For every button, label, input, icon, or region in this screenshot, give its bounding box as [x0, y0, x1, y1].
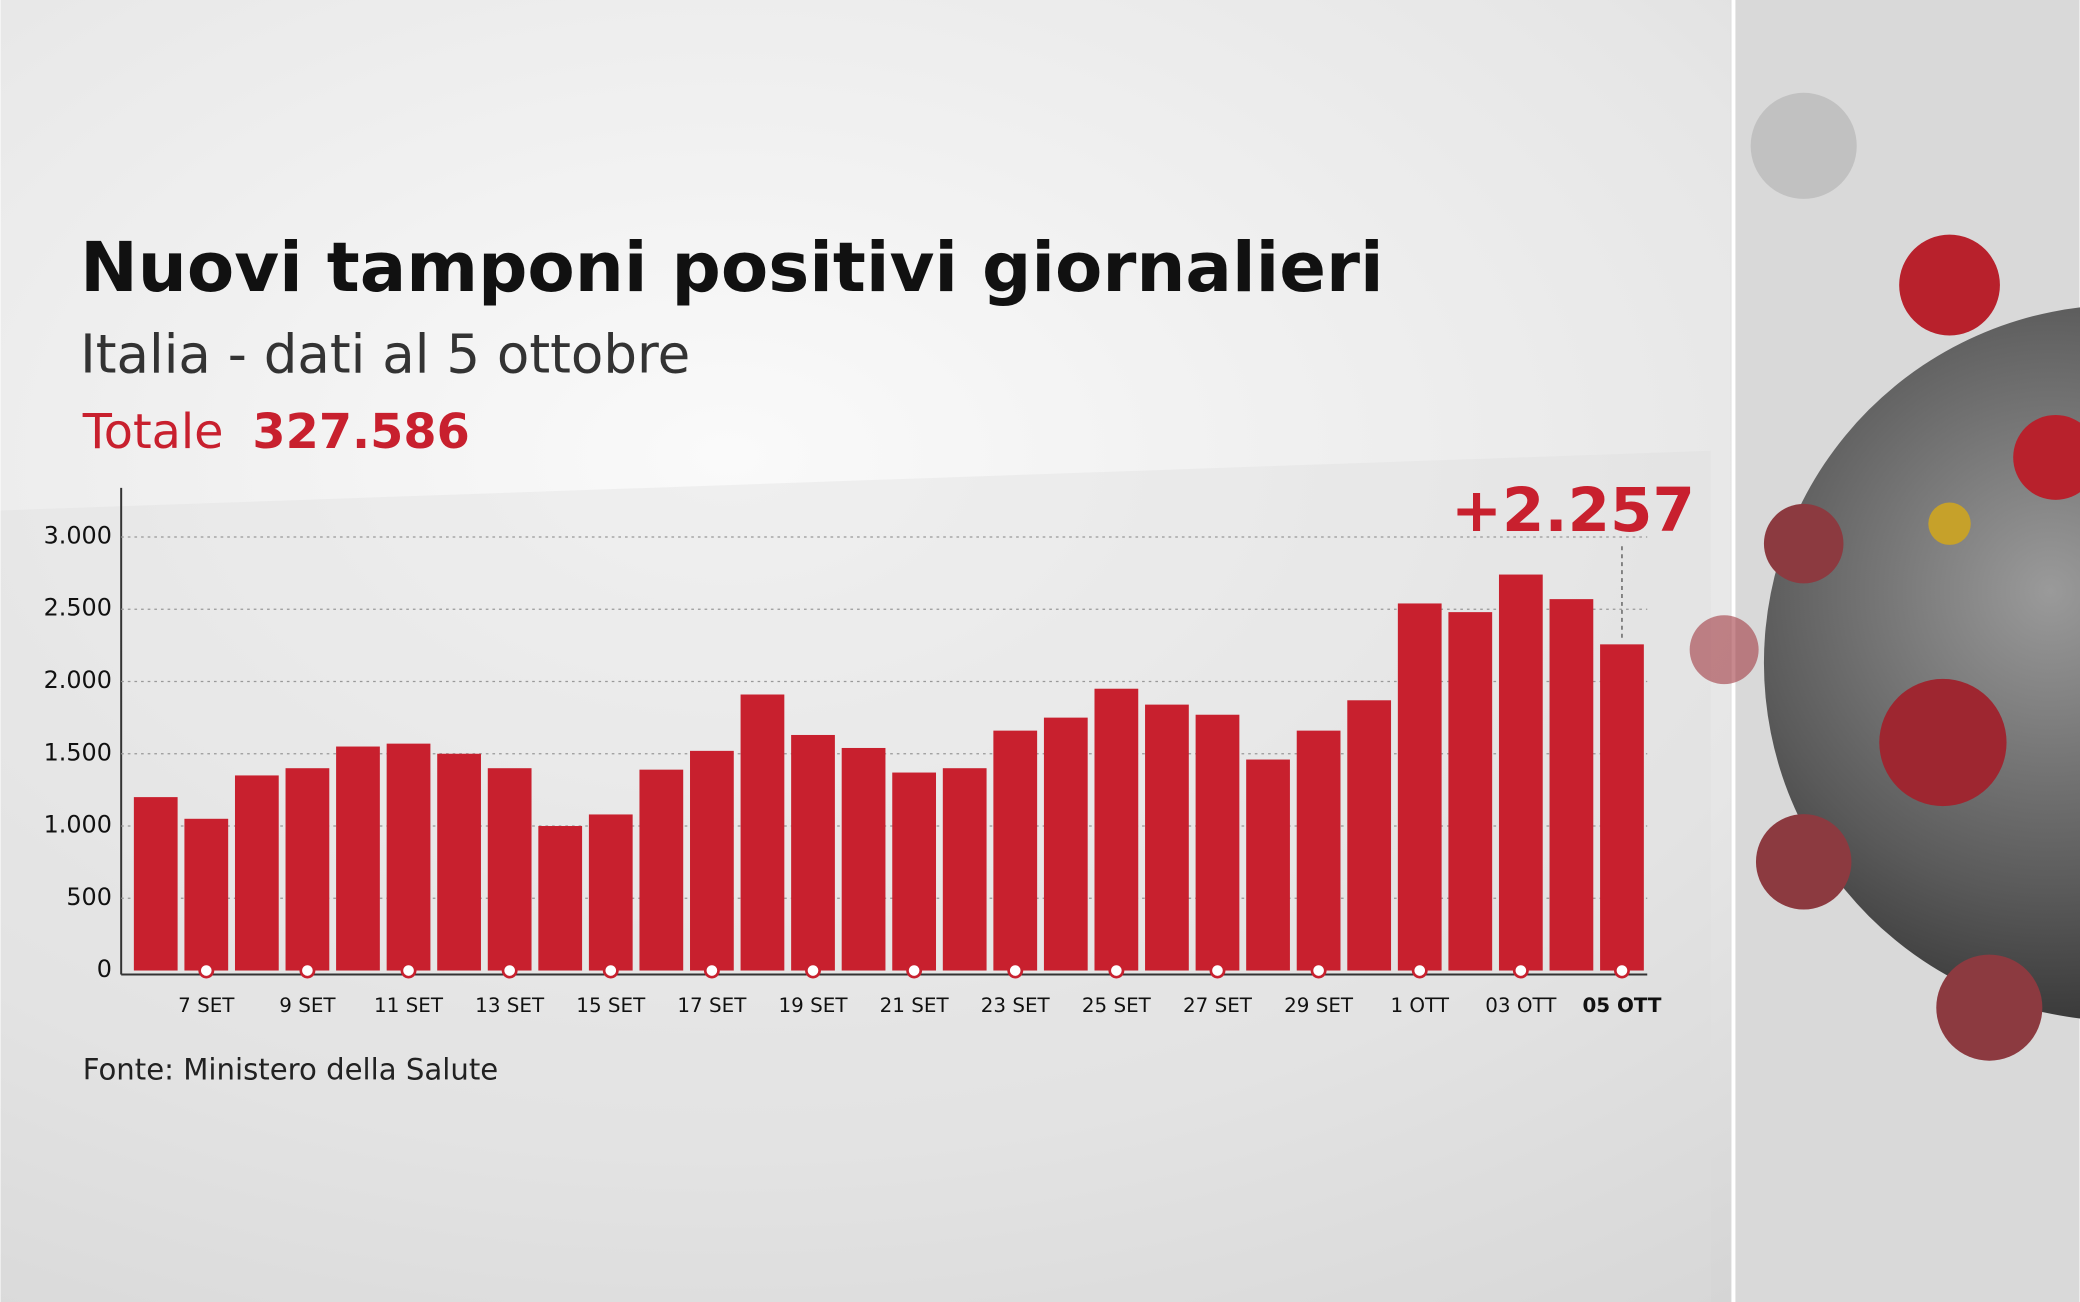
y-tick-label: 0	[97, 955, 112, 983]
x-tick-label: 21 SET	[880, 994, 950, 1017]
bar	[1600, 644, 1644, 971]
bar	[588, 814, 633, 971]
x-tick-label: 17 SET	[677, 994, 747, 1017]
bar	[942, 768, 987, 971]
bar	[1195, 714, 1240, 971]
spike	[1750, 92, 1857, 199]
value-label: +2.257	[1451, 475, 1695, 546]
tick-dot	[602, 962, 619, 979]
bar	[740, 694, 785, 971]
x-tick-label: 13 SET	[475, 994, 545, 1017]
spike	[1899, 234, 2000, 336]
chart-title: Nuovi tamponi positivi giornalieri	[80, 228, 1384, 308]
x-tick-label: 25 SET	[1082, 994, 1152, 1017]
x-tick-label: 15 SET	[576, 994, 646, 1017]
bar	[1397, 603, 1442, 971]
bar	[285, 768, 330, 971]
bar	[1448, 612, 1493, 971]
y-tick-label: 500	[66, 883, 112, 911]
bar	[487, 768, 532, 971]
x-tick-label: 19 SET	[779, 994, 849, 1017]
bar	[386, 743, 431, 971]
tick-dot	[1512, 962, 1529, 979]
x-tick-label: 7 SET	[178, 994, 235, 1017]
source: Fonte: Ministero della Salute	[83, 1052, 498, 1086]
spike	[1928, 502, 1971, 545]
x-tick-label: 03 OTT	[1485, 994, 1557, 1017]
bar	[1145, 704, 1189, 971]
tick-dot	[1411, 962, 1428, 979]
bar	[791, 734, 835, 971]
spike	[2013, 415, 2080, 500]
x-tick-label: 1 OTT	[1390, 994, 1449, 1017]
y-tick-label: 2.500	[44, 594, 112, 622]
bar	[1094, 688, 1139, 971]
tick-dot	[1614, 962, 1630, 979]
spike	[1879, 678, 2007, 807]
bar	[1246, 759, 1290, 971]
y-tick-label: 1.000	[44, 811, 112, 839]
tick-dot	[299, 962, 316, 979]
total-value: 327.586	[252, 405, 469, 460]
tick-dot	[805, 962, 821, 979]
x-tick-label: 29 SET	[1284, 994, 1354, 1017]
bar	[538, 826, 583, 971]
tick-dot	[703, 962, 720, 979]
x-tick-label: 9 SET	[279, 994, 336, 1017]
bar	[1296, 730, 1341, 971]
bar	[841, 747, 886, 971]
bar	[993, 730, 1038, 971]
bar	[1549, 599, 1594, 971]
bar	[234, 775, 279, 971]
x-tick-label: 05 OTT	[1582, 994, 1661, 1017]
bar	[1043, 717, 1088, 971]
bar	[184, 818, 229, 971]
x-tick-label: 27 SET	[1183, 994, 1253, 1017]
total-label: Totale	[82, 405, 224, 460]
tick-dot	[198, 962, 215, 979]
tick-dot	[1310, 962, 1327, 979]
bar	[437, 753, 481, 971]
bar	[1347, 700, 1392, 971]
tick-dot	[400, 962, 417, 979]
spike	[1755, 814, 1852, 910]
x-tick-label: 23 SET	[981, 994, 1051, 1017]
bar	[892, 772, 937, 971]
bar	[639, 769, 684, 971]
bar	[1498, 574, 1543, 971]
bar	[336, 746, 380, 971]
virus-illustration	[1689, 0, 2080, 1302]
y-tick-label: 1.500	[44, 738, 112, 766]
y-tick-label: 2.000	[44, 666, 112, 694]
tick-dot	[1209, 962, 1226, 979]
tick-dot	[501, 962, 518, 979]
tick-dot	[906, 962, 923, 979]
x-tick-label: 11 SET	[374, 994, 444, 1017]
spike	[1689, 615, 1759, 685]
chart-subtitle: Italia - dati al 5 ottobre	[80, 324, 690, 386]
bar	[690, 750, 734, 971]
tick-dot	[1007, 962, 1024, 979]
y-tick-label: 3.000	[44, 521, 112, 549]
spike	[1936, 954, 2043, 1061]
spike	[1763, 503, 1844, 584]
bar	[133, 797, 178, 971]
tick-dot	[1108, 962, 1125, 979]
